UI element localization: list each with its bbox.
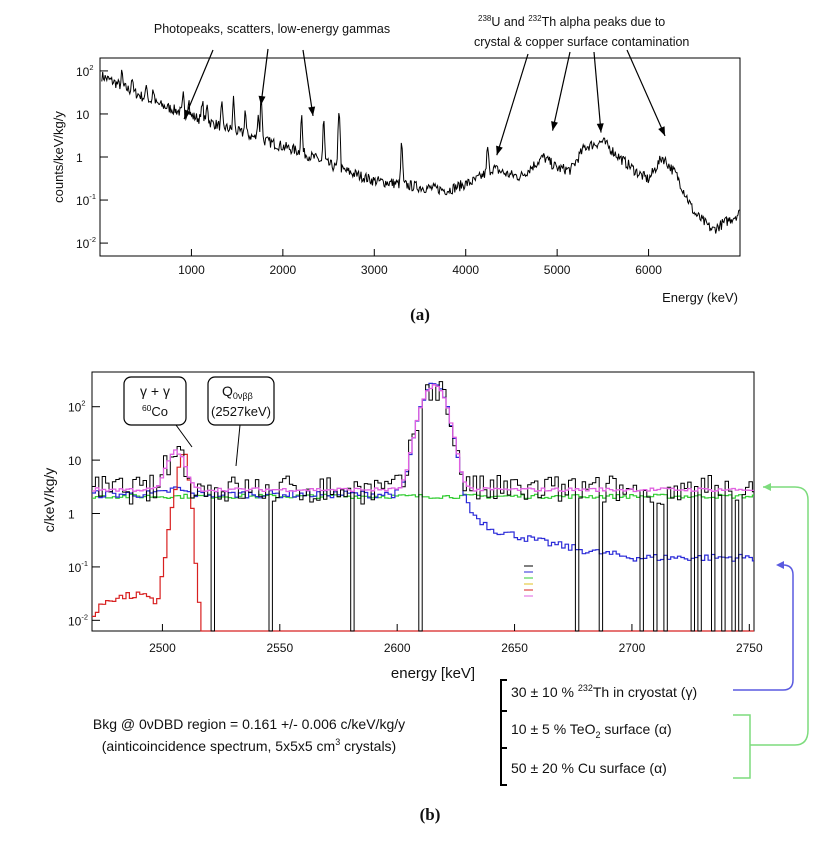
annotation-arrowhead [308,106,316,116]
y-tick-label-a: 102 [76,63,94,79]
x-tick-label-a: 2000 [270,263,297,277]
y-ticks-a: 102 10 1 10-1 10-2 [76,63,108,251]
spectrum-line [101,69,740,234]
x-tick-label-b: 2650 [501,641,528,655]
y-axis-label-b: c/keV/kg/y [41,468,57,533]
x-tick-label-b: 2700 [619,641,646,655]
annotation-gammas: Photopeaks, scatters, low-energy gammas [154,22,390,36]
background-line2: (ainticoincidence spectrum, 5x5x5 cm3 cr… [102,737,396,754]
background-line2-sup: 3 [335,737,340,747]
annotation-box-co60: γ + γ 60Co [123,376,193,448]
x-tick-label-a: 4000 [452,263,479,277]
annotation-alpha-text2: Th alpha peaks due to [542,15,666,29]
annotation-arrowhead [258,95,266,106]
legend: 30 ± 10 % 232Th in cryostat (γ) 10 ± 5 %… [500,483,809,786]
y-tick-label-b: 10-2 [68,612,88,628]
y-tick-label-a: 10 [76,108,90,122]
gamma-gamma-text: γ + γ [140,383,170,399]
annotation-arrow-line [183,49,214,120]
annotation-arrow-line [496,53,529,156]
q-letter: Q [222,383,233,399]
y-ticks-b: 102 10 1 10-1 10-2 [68,399,100,628]
annotation-arrow-line [302,49,314,117]
x-tick-label-b: 2500 [149,641,176,655]
x-ticks-b: 2500 2550 2600 2650 2700 2750 [149,624,763,655]
legend-item-teo2: 10 ± 5 % TeO2 surface (α) [511,721,672,740]
annotation-arrow-line [593,51,602,133]
legend-green-connector [750,486,809,746]
co60-text: 60Co [142,403,168,419]
inner-legend-icon [524,565,533,597]
series-th232-cryostat [92,382,754,562]
annotation-alpha-text1: U and [491,15,528,29]
x-axis-label-a: Energy (keV) [662,290,738,305]
background-line2-b: crystals) [340,738,396,754]
y-tick-label-a: 1 [76,151,83,165]
y-axis-label-a: counts/keV/kg/y [51,111,66,203]
annotation-arrow-line [626,49,666,137]
legend-th-pre: 30 ± 10 % [511,684,578,700]
x-ticks-a: 1000 2000 3000 4000 5000 6000 [178,249,662,277]
annotation-alpha-sup1: 238 [478,14,492,23]
annotation-box-q: Q0νββ (2527keV) [207,376,275,467]
panel-a: Photopeaks, scatters, low-energy gammas … [51,14,741,324]
q-text: Q0νββ [222,383,253,401]
q-value-text: (2527keV) [211,404,271,419]
annotation-arrowhead [551,121,558,131]
x-tick-label-a: 1000 [178,263,205,277]
panel-label-b: (b) [420,805,441,824]
x-tick-label-a: 3000 [361,263,388,277]
annotation-arrowhead [596,123,604,133]
annotation-alpha-sup2: 232 [528,14,542,23]
legend-teo2-pre: 10 ± 5 % TeO [511,721,596,737]
x-tick-label-b: 2600 [384,641,411,655]
series-total-model [92,384,754,493]
legend-teo2-sub: 2 [595,730,600,740]
background-line1: Bkg @ 0νDBD region = 0.161 +/- 0.006 c/k… [93,716,405,732]
panel-b: 2500 2550 2600 2650 2700 2750 10210110-110-2 … [41,371,809,824]
series-group [92,381,754,632]
legend-th-post: Th in cryostat (γ) [593,684,697,700]
x-tick-label-a: 5000 [544,263,571,277]
legend-bracket [500,679,507,786]
y-tick-label-b: 10-1 [68,559,88,575]
annotation-arrowhead [658,126,666,136]
y-tick-label-b: 1 [68,508,75,522]
annotation-arrows [183,48,666,156]
legend-blue-connector [733,564,794,691]
annotation-alpha-line1: 238U and 232Th alpha peaks due to [478,14,665,29]
legend-green-bracket [733,714,751,779]
legend-th-sup: 232 [578,683,593,693]
q-sub: 0νββ [233,391,253,401]
panel-label-a: (a) [410,305,430,324]
y-tick-label-b: 102 [68,399,86,415]
legend-teo2-post: surface (α) [601,721,672,737]
legend-item-cu: 50 ± 20 % Cu surface (α) [511,760,667,776]
co60-base: Co [151,404,168,419]
x-axis-label-b: energy [keV] [391,665,475,682]
annotation-arrow-line [551,51,571,131]
legend-blue-arrowhead [776,561,784,569]
x-tick-label-b: 2550 [266,641,293,655]
legend-item-th232: 30 ± 10 % 232Th in cryostat (γ) [511,683,697,700]
co60-sup: 60 [142,403,152,413]
series-co60 [92,453,754,632]
background-line2-a: (ainticoincidence spectrum, 5x5x5 cm [102,738,335,754]
y-tick-label-a: 10-1 [76,192,96,208]
x-tick-label-a: 6000 [635,263,662,277]
x-tick-label-b: 2750 [736,641,763,655]
legend-green-arrowhead [763,483,771,491]
y-tick-label-b: 10 [68,454,82,468]
y-tick-label-a: 10-2 [76,235,96,251]
annotation-arrowhead [496,145,503,156]
annotation-alpha-line2: crystal & copper surface contamination [474,35,689,49]
